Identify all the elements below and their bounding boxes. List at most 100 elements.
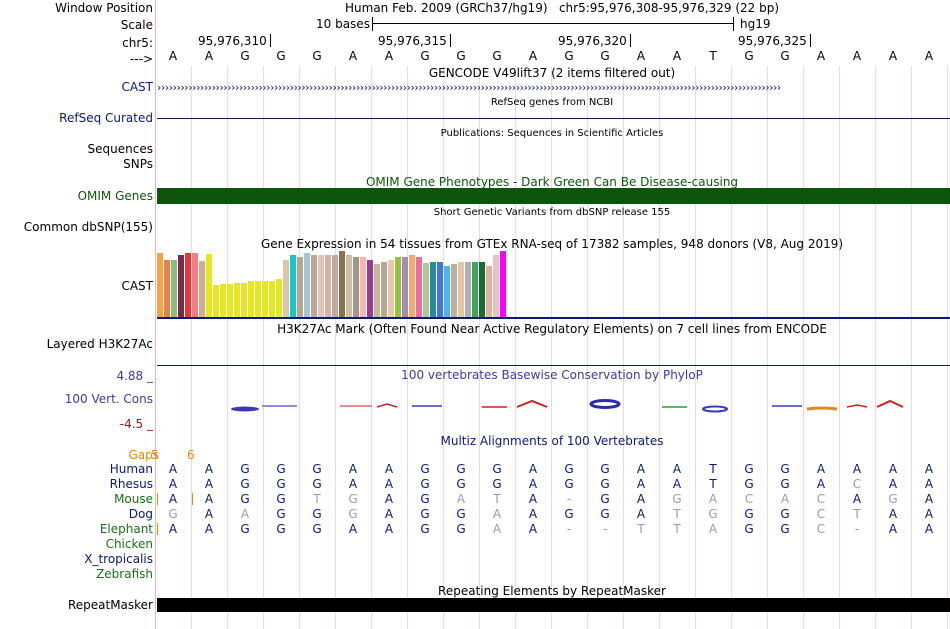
gtex-tissue-bar[interactable] (437, 262, 443, 317)
gtex-tissue-bar[interactable] (479, 262, 485, 317)
gtex-tissue-bar[interactable] (360, 257, 366, 317)
gencode-transcript[interactable]: ››››››››››››››››››››››››››››››››››››››››… (157, 81, 781, 94)
gap-marker (157, 493, 158, 505)
publications-label-snps[interactable]: SNPs (123, 157, 153, 171)
reference-base: A (348, 49, 358, 63)
aligned-base: G (600, 477, 610, 491)
gtex-tissue-bar[interactable] (283, 260, 289, 317)
gtex-expression-chart[interactable] (157, 251, 537, 317)
omim-track-label[interactable]: OMIM Genes (77, 189, 153, 203)
gtex-tissue-bar[interactable] (213, 285, 219, 317)
gtex-tissue-bar[interactable] (332, 255, 338, 317)
species-label-zebrafish[interactable]: Zebrafish (96, 567, 153, 581)
repeatmasker-track-label[interactable]: RepeatMasker (67, 598, 153, 612)
repeatmasker-bar[interactable] (157, 598, 950, 612)
gtex-tissue-bar[interactable] (402, 257, 408, 317)
gtex-tissue-bar[interactable] (171, 260, 177, 317)
gtex-tissue-bar[interactable] (374, 264, 380, 317)
gtex-tissue-bar[interactable] (500, 251, 506, 317)
gtex-tissue-bar[interactable] (486, 266, 492, 317)
omim-bar[interactable] (157, 188, 950, 204)
gtex-tissue-bar[interactable] (262, 281, 268, 317)
gtex-tissue-bar[interactable] (444, 266, 450, 317)
species-label-rhesus[interactable]: Rhesus (109, 477, 153, 491)
gtex-tissue-bar[interactable] (325, 255, 331, 317)
gtex-baseline (157, 317, 950, 319)
gtex-tissue-bar[interactable] (507, 268, 513, 317)
gtex-tissue-bar[interactable] (416, 257, 422, 317)
gtex-track-label[interactable]: CAST (121, 279, 153, 293)
gtex-tissue-bar[interactable] (290, 255, 296, 317)
gtex-tissue-bar[interactable] (353, 257, 359, 317)
gtex-tissue-bar[interactable] (395, 257, 401, 317)
gencode-track-label[interactable]: CAST (121, 80, 153, 94)
gtex-tissue-bar[interactable] (472, 262, 478, 317)
repeatmasker-track-title[interactable]: Repeating Elements by RepeatMasker (438, 584, 666, 598)
conservation-track-label[interactable]: 100 Vert. Cons (64, 392, 153, 406)
refseq-track-title[interactable]: RefSeq genes from NCBI (490, 97, 614, 108)
gtex-tissue-bar[interactable] (164, 260, 170, 317)
gtex-tissue-bar[interactable] (255, 281, 261, 317)
aligned-base: A (348, 462, 358, 476)
species-label-elephant[interactable]: Elephant (99, 522, 153, 536)
omim-track-title[interactable]: OMIM Gene Phenotypes - Dark Green Can Be… (365, 175, 739, 189)
publications-label-sequences[interactable]: Sequences (87, 142, 153, 156)
conservation-track-title[interactable]: 100 vertebrates Basewise Conservation by… (401, 368, 703, 382)
gtex-tissue-bar[interactable] (297, 257, 303, 317)
aligned-base: G (168, 507, 178, 521)
gtex-tissue-bar[interactable] (339, 251, 345, 317)
gtex-tissue-bar[interactable] (178, 255, 184, 317)
species-label-dog[interactable]: Dog (128, 507, 153, 521)
multiz-track-title[interactable]: Multiz Alignments of 100 Vertebrates (440, 434, 664, 448)
gtex-tissue-bar[interactable] (423, 263, 429, 317)
aligned-base: G (240, 522, 250, 536)
species-label-x_tropicalis[interactable]: X_tropicalis (84, 552, 153, 566)
gtex-tissue-bar[interactable] (465, 262, 471, 317)
gtex-tissue-bar[interactable] (409, 255, 415, 317)
gtex-tissue-bar[interactable] (192, 253, 198, 317)
gtex-track-title[interactable]: Gene Expression in 54 tissues from GTEx … (260, 237, 844, 251)
gtex-tissue-bar[interactable] (276, 279, 282, 317)
gtex-tissue-bar[interactable] (318, 255, 324, 317)
gtex-tissue-bar[interactable] (430, 262, 436, 317)
gtex-tissue-bar[interactable] (269, 281, 275, 317)
aligned-base: A (636, 507, 646, 521)
gtex-tissue-bar[interactable] (227, 284, 233, 317)
species-label-human[interactable]: Human (109, 462, 153, 476)
reference-base: G (744, 49, 754, 63)
aligned-base: C (852, 477, 862, 491)
gtex-tissue-bar[interactable] (199, 261, 205, 317)
species-label-mouse[interactable]: Mouse (114, 492, 153, 506)
gtex-tissue-bar[interactable] (220, 284, 226, 317)
publications-track-title[interactable]: Publications: Sequences in Scientific Ar… (440, 128, 664, 139)
gtex-tissue-bar[interactable] (311, 255, 317, 317)
gtex-tissue-bar[interactable] (248, 281, 254, 317)
gtex-tissue-bar[interactable] (458, 262, 464, 317)
gtex-tissue-bar[interactable] (367, 260, 373, 317)
gencode-track-title[interactable]: GENCODE V49lift37 (2 items filtered out) (428, 66, 676, 80)
gtex-tissue-bar[interactable] (346, 255, 352, 317)
dbsnp-track-label[interactable]: Common dbSNP(155) (23, 220, 153, 234)
aligned-base: A (528, 492, 538, 506)
aligned-base: G (276, 522, 286, 536)
gtex-tissue-bar[interactable] (304, 253, 310, 317)
gtex-tissue-bar[interactable] (234, 283, 240, 317)
gtex-tissue-bar[interactable] (388, 260, 394, 317)
multiz-alignment[interactable]: Human A A G G G A A G G G A G G A A T G G A A A A Rhesus A A G G G A A… (0, 462, 950, 584)
gtex-tissue-bar[interactable] (493, 255, 499, 317)
reference-base: A (528, 49, 538, 63)
dbsnp-track-title[interactable]: Short Genetic Variants from dbSNP releas… (433, 207, 671, 218)
conservation-wiggle[interactable] (157, 395, 950, 415)
h3k27ac-track-label[interactable]: Layered H3K27Ac (46, 337, 153, 351)
reference-base: G (240, 49, 250, 63)
gtex-tissue-bar[interactable] (157, 253, 163, 317)
gtex-tissue-bar[interactable] (185, 253, 191, 317)
species-label-chicken[interactable]: Chicken (105, 537, 153, 551)
gtex-tissue-bar[interactable] (381, 262, 387, 317)
gtex-tissue-bar[interactable] (241, 283, 247, 317)
gtex-tissue-bar[interactable] (451, 264, 457, 317)
refseq-track-label[interactable]: RefSeq Curated (59, 111, 153, 125)
gtex-tissue-bar[interactable] (206, 254, 212, 317)
refseq-line[interactable] (157, 118, 950, 119)
h3k27ac-track-title[interactable]: H3K27Ac Mark (Often Found Near Active Re… (277, 322, 827, 336)
